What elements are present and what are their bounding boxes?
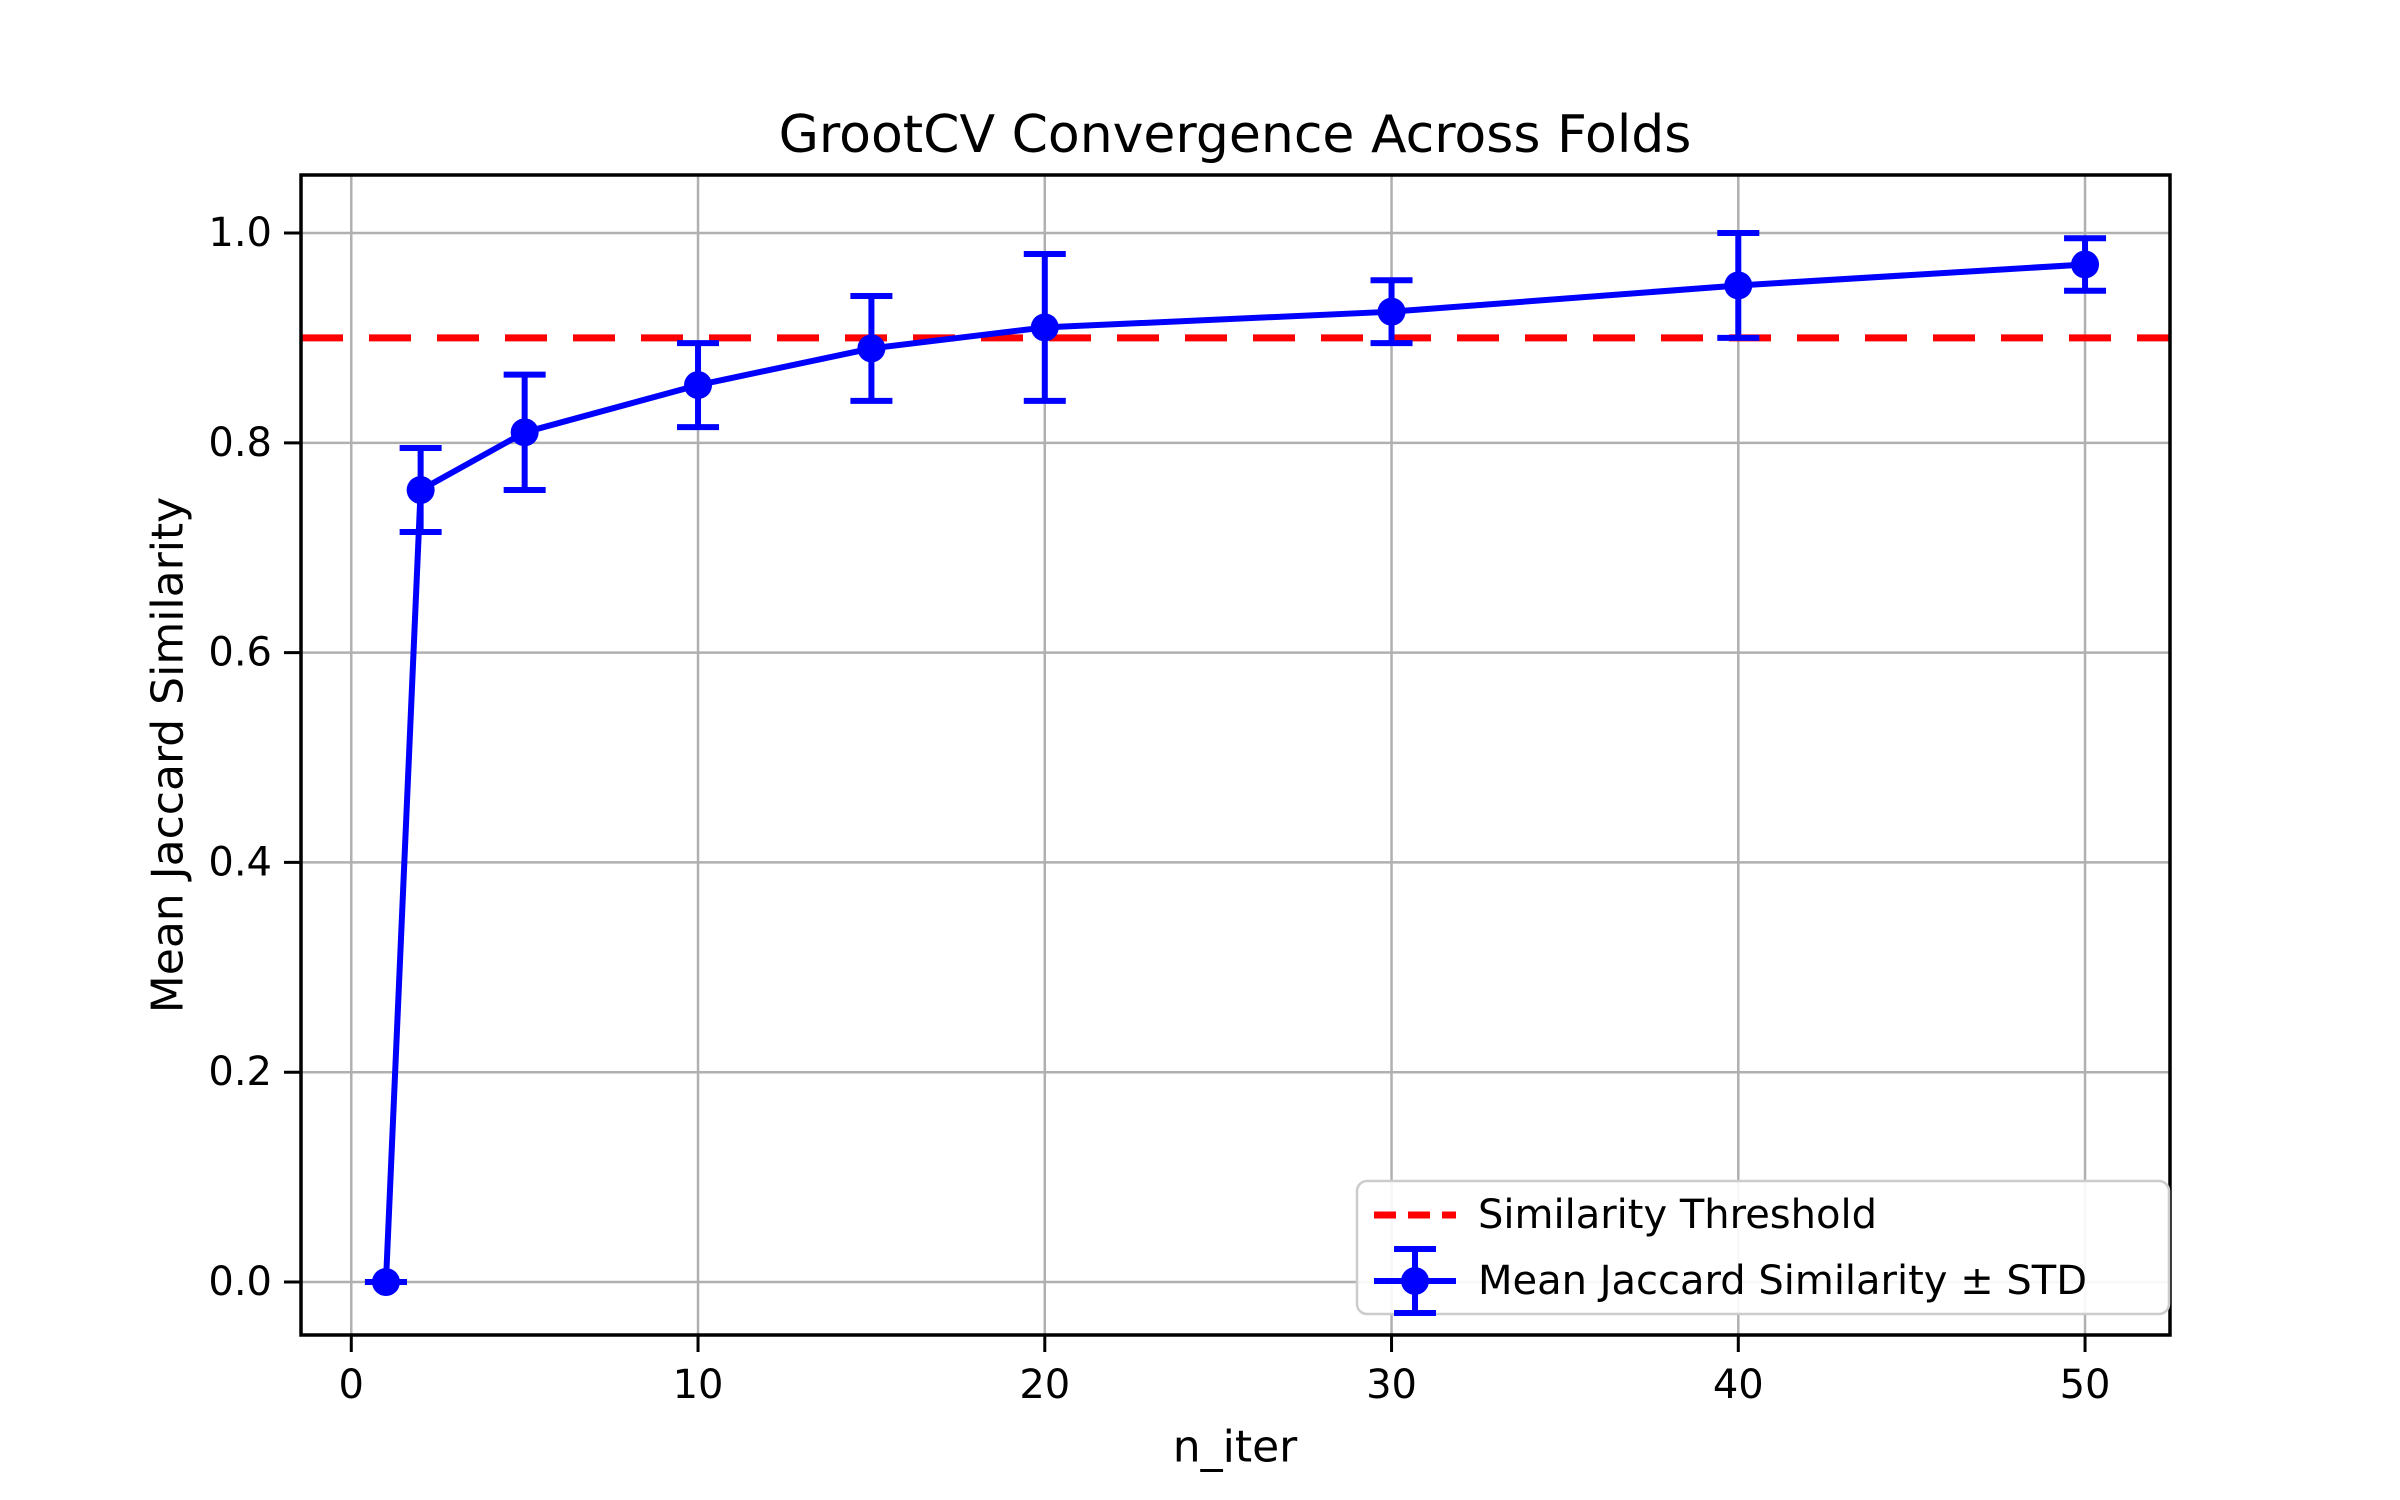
y-tick-label: 0.4 bbox=[208, 839, 272, 885]
data-point bbox=[510, 418, 539, 447]
legend-box bbox=[1355, 1179, 2171, 1316]
y-tick-label: 0.8 bbox=[208, 420, 272, 466]
y-axis-label: Mean Jaccard Similarity bbox=[143, 497, 194, 1013]
data-point bbox=[406, 476, 435, 505]
x-tick-label: 30 bbox=[1366, 1362, 1417, 1408]
data-points bbox=[371, 250, 2100, 1297]
y-tick-label: 0.2 bbox=[208, 1049, 272, 1095]
data-point bbox=[371, 1268, 400, 1297]
legend-label-series: Mean Jaccard Similarity ± STD bbox=[1478, 1258, 2087, 1304]
data-point bbox=[1724, 271, 1753, 300]
errorbar-marker-sample bbox=[1374, 1246, 1456, 1316]
x-tick-label: 20 bbox=[1019, 1362, 1070, 1408]
legend-entry-series: Mean Jaccard Similarity ± STD bbox=[1374, 1246, 2087, 1316]
legend-label-threshold: Similarity Threshold bbox=[1478, 1192, 1877, 1238]
y-tick-label: 1.0 bbox=[208, 210, 272, 256]
x-tick-label: 50 bbox=[2060, 1362, 2111, 1408]
legend-entry-threshold: Similarity Threshold bbox=[1374, 1192, 1877, 1238]
x-axis: 0 10 20 30 40 50 bbox=[339, 1335, 2111, 1408]
legend: Similarity Threshold Mean Jaccard Simila… bbox=[1355, 1179, 2171, 1316]
data-point bbox=[2071, 250, 2100, 279]
x-tick-label: 40 bbox=[1713, 1362, 1764, 1408]
y-tick-label: 0.6 bbox=[208, 630, 272, 676]
data-point bbox=[1030, 313, 1059, 342]
plot-border bbox=[299, 173, 2172, 1337]
y-tick-label: 0.0 bbox=[208, 1259, 272, 1305]
x-tick-label: 10 bbox=[673, 1362, 724, 1408]
data-point bbox=[857, 334, 886, 363]
chart-title: GrootCV Convergence Across Folds bbox=[779, 105, 1692, 165]
x-axis-label: n_iter bbox=[1173, 1422, 1298, 1473]
y-axis: 0.0 0.2 0.4 0.6 0.8 1.0 bbox=[208, 210, 301, 1305]
data-point bbox=[684, 371, 713, 400]
data-point bbox=[1377, 297, 1406, 326]
plot-area bbox=[301, 175, 2170, 1335]
x-tick-label: 0 bbox=[339, 1362, 364, 1408]
